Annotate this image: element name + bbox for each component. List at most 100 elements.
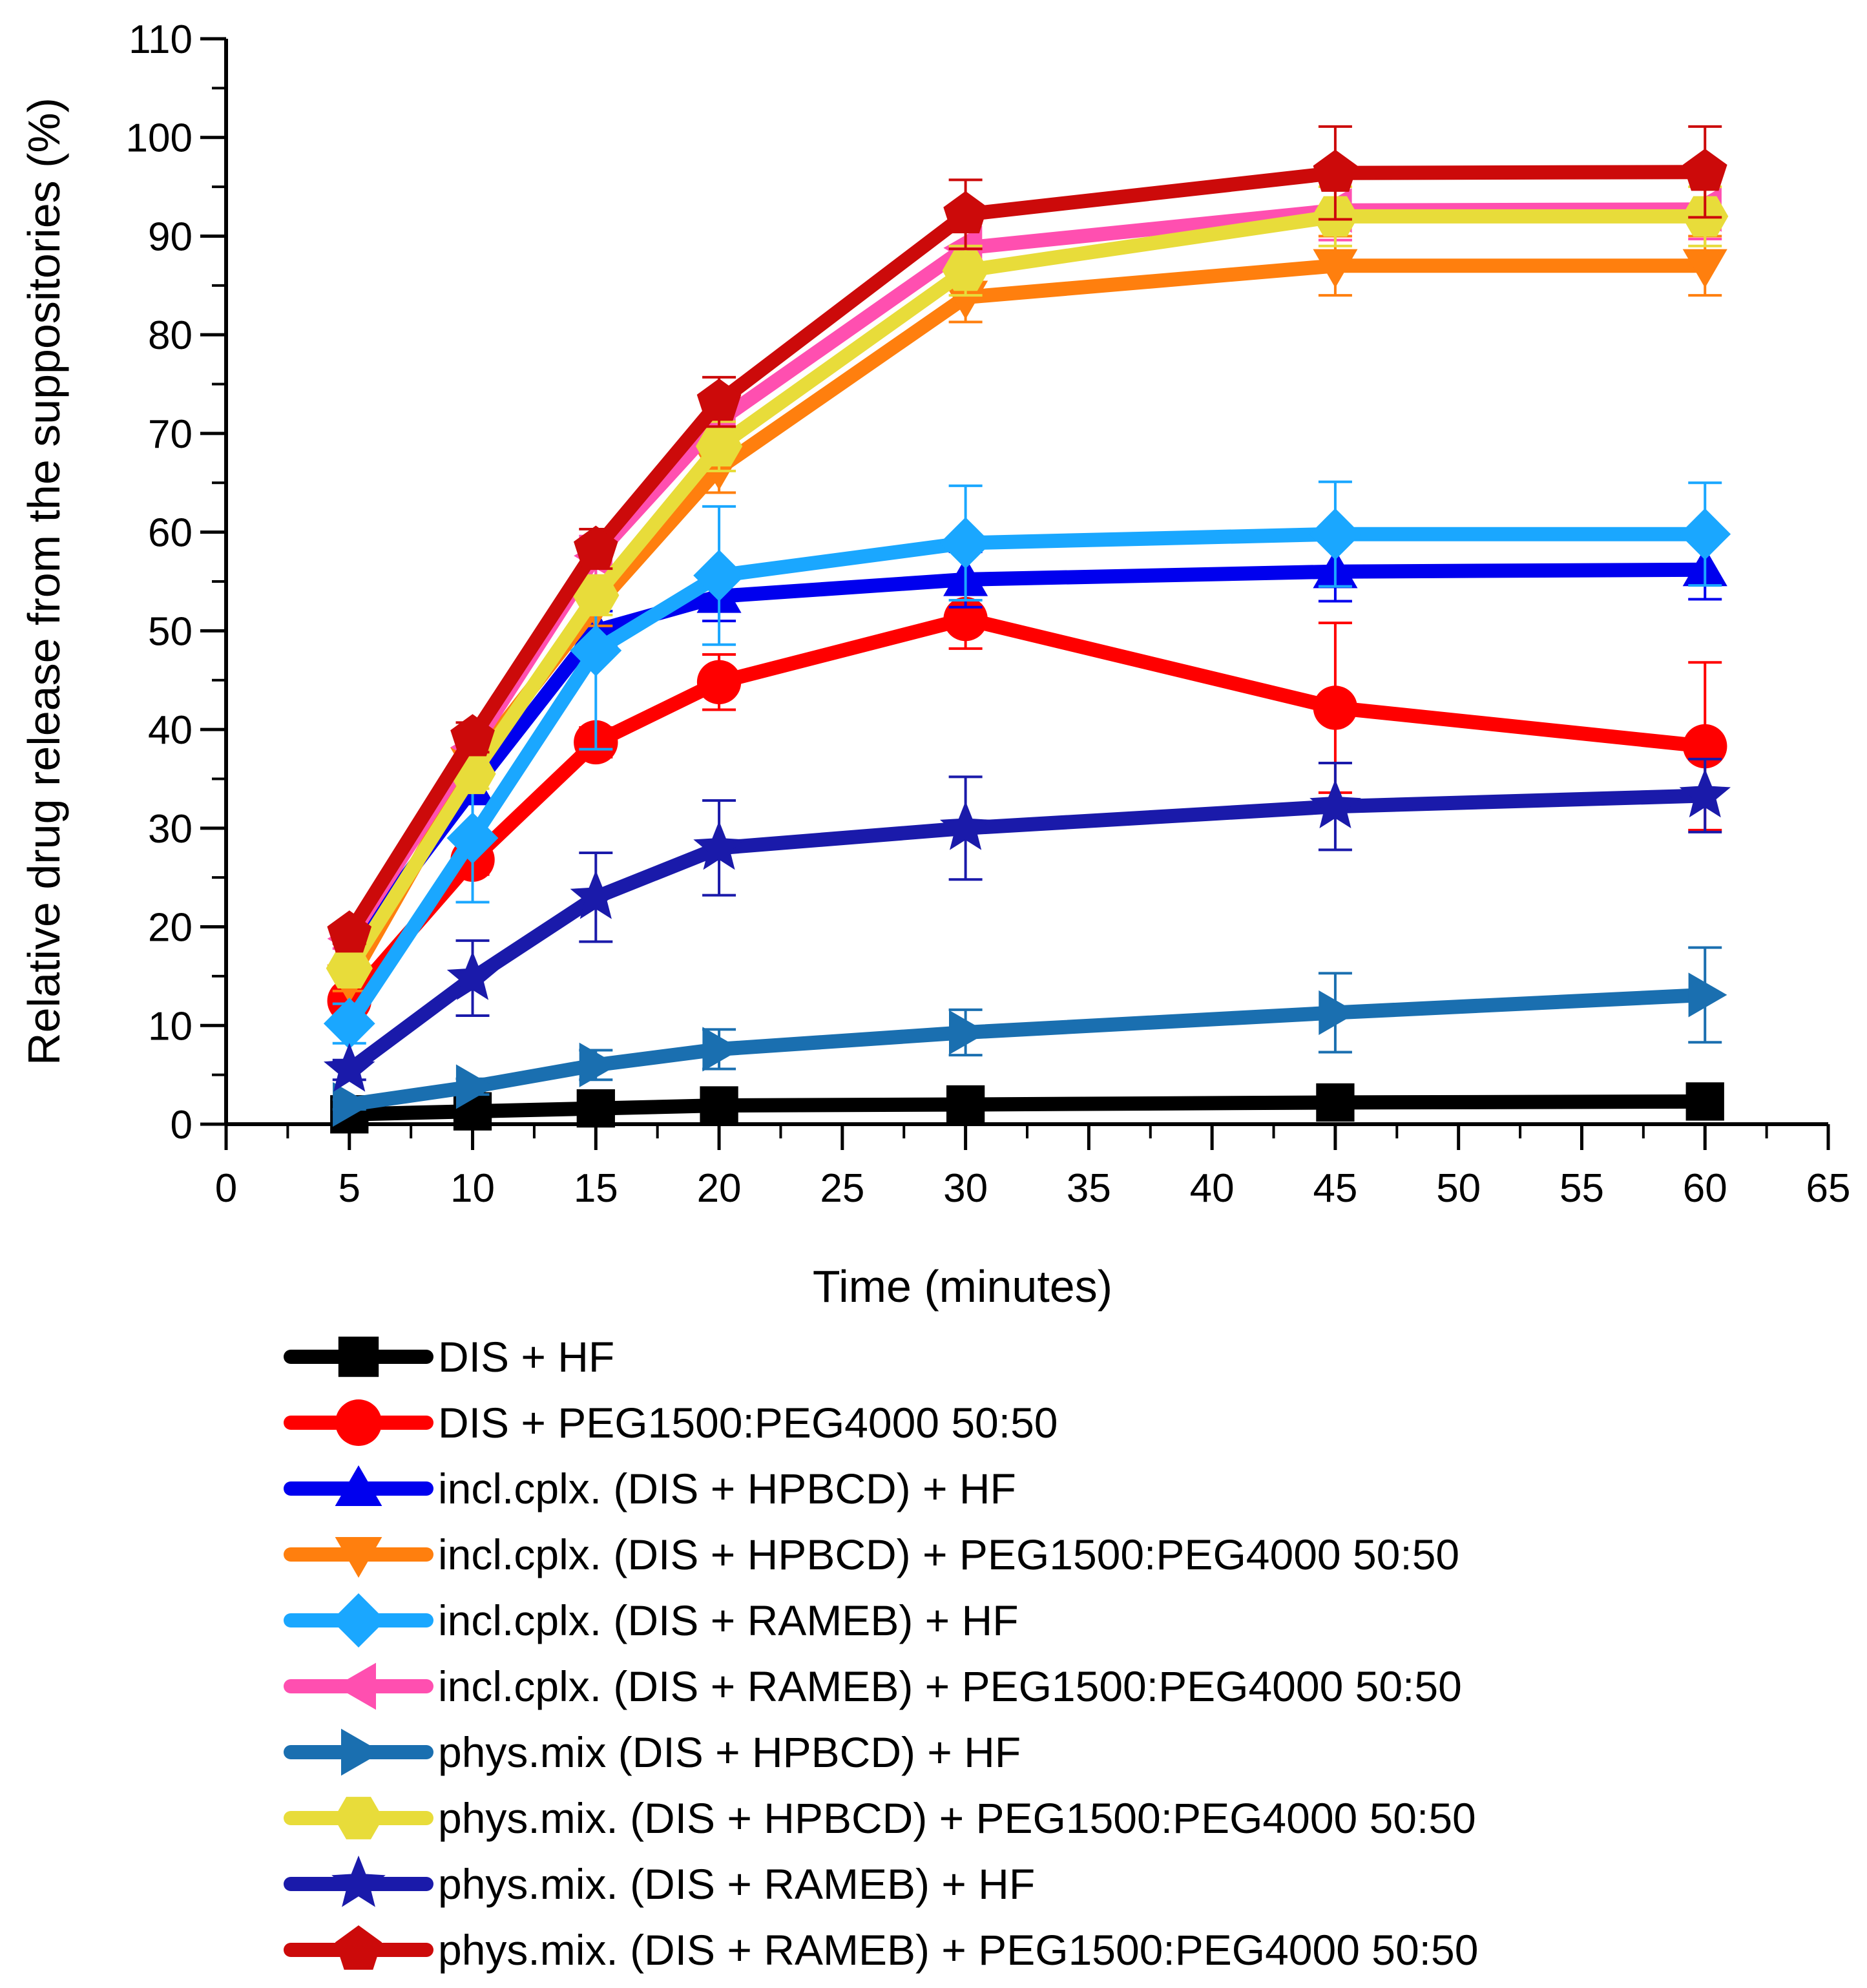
x-tick-label: 55 <box>1559 1166 1604 1211</box>
legend-marker <box>335 1925 382 1970</box>
data-point <box>572 575 620 616</box>
data-point <box>942 250 989 291</box>
data-point <box>455 1064 495 1109</box>
legend-marker <box>331 1856 386 1907</box>
series-1 <box>330 1082 1724 1134</box>
data-point <box>693 821 745 870</box>
data-point <box>939 517 992 569</box>
y-tick-label: 80 <box>148 313 193 358</box>
data-point <box>570 625 622 676</box>
data-point <box>943 191 988 234</box>
data-point <box>1679 508 1731 560</box>
series-10 <box>327 125 1727 953</box>
data-point <box>949 1010 988 1055</box>
x-axis-label: Time (minutes) <box>813 1261 1112 1312</box>
data-point <box>1685 1082 1724 1121</box>
legend-marker <box>334 1797 383 1839</box>
y-tick-label: 90 <box>148 214 193 259</box>
x-tick-label: 20 <box>697 1166 742 1211</box>
data-point <box>323 998 375 1050</box>
legend-marker <box>341 1728 382 1776</box>
x-tick-label: 45 <box>1313 1166 1357 1211</box>
data-point <box>1319 990 1358 1035</box>
data-point <box>1316 1083 1355 1122</box>
y-tick-label: 30 <box>148 807 193 852</box>
data-point <box>702 1027 742 1072</box>
data-point <box>1309 508 1361 560</box>
legend-item: phys.mix. (DIS + RAMEB) + PEG1500:PEG400… <box>284 1925 1478 1974</box>
legend-marker <box>338 1336 379 1377</box>
x-tick-label: 50 <box>1436 1166 1481 1211</box>
x-tick-label: 10 <box>450 1166 495 1211</box>
data-point <box>1682 249 1727 288</box>
legend-marker <box>335 1399 382 1446</box>
y-tick-label: 70 <box>148 412 193 457</box>
data-point <box>1688 972 1727 1018</box>
legend-item: phys.mix. (DIS + HPBCD) + PEG1500:PEG400… <box>284 1794 1476 1842</box>
series-9 <box>324 757 1731 1092</box>
data-point <box>946 1085 985 1124</box>
legend-label: DIS + HF <box>438 1333 614 1381</box>
x-tick-label: 5 <box>339 1166 360 1211</box>
x-tick-label: 65 <box>1806 1166 1851 1211</box>
series-7 <box>332 946 1727 1127</box>
x-tick-label: 30 <box>943 1166 988 1211</box>
data-point <box>696 378 742 421</box>
data-point <box>446 812 499 864</box>
data-point <box>939 801 992 850</box>
series-line <box>342 987 1713 1112</box>
data-point <box>1313 149 1358 192</box>
legend-item: incl.cplx. (DIS + RAMEB) + HF <box>284 1593 1019 1648</box>
x-tick-label: 40 <box>1190 1166 1235 1211</box>
data-point <box>1313 685 1358 730</box>
legend-item: DIS + PEG1500:PEG4000 50:50 <box>284 1399 1058 1447</box>
legend-item: incl.cplx. (DIS + RAMEB) + PEG1500:PEG40… <box>284 1662 1462 1710</box>
y-tick-label: 110 <box>129 17 193 62</box>
legend-label: phys.mix. (DIS + HPBCD) + PEG1500:PEG400… <box>438 1794 1476 1842</box>
x-tick-label: 35 <box>1067 1166 1111 1211</box>
legend-label: phys.mix. (DIS + RAMEB) + HF <box>438 1860 1035 1908</box>
legend-marker <box>331 1593 386 1648</box>
series-3 <box>327 538 1727 968</box>
legend-marker <box>335 1465 382 1506</box>
data-point <box>696 426 743 466</box>
data-point <box>1679 768 1731 818</box>
data-point <box>326 948 373 989</box>
legend-label: phys.mix. (DIS + RAMEB) + PEG1500:PEG400… <box>438 1926 1478 1974</box>
legend-label: DIS + PEG1500:PEG4000 50:50 <box>438 1399 1058 1447</box>
series-line <box>342 1094 1713 1122</box>
series-8 <box>326 185 1729 989</box>
data-point <box>579 1042 618 1087</box>
data-point <box>1313 249 1358 288</box>
x-tick-label: 60 <box>1683 1166 1727 1211</box>
y-axis-label: Relative drug release from the supposito… <box>19 98 69 1065</box>
y-tick-label: 40 <box>148 708 193 753</box>
y-tick-label: 60 <box>148 511 193 556</box>
y-tick-label: 0 <box>171 1103 193 1147</box>
data-point <box>333 1082 371 1127</box>
data-point <box>446 951 499 1000</box>
data-point <box>576 1089 615 1128</box>
data-point <box>696 660 742 704</box>
data-point <box>574 525 618 568</box>
legend-item: incl.cplx. (DIS + HPBCD) + HF <box>284 1465 1016 1512</box>
data-point <box>1309 779 1361 828</box>
y-tick-label: 20 <box>148 906 193 950</box>
legend-label: incl.cplx. (DIS + RAMEB) + HF <box>438 1596 1019 1644</box>
legend-label: incl.cplx. (DIS + HPBCD) + PEG1500:PEG40… <box>438 1531 1459 1578</box>
chart-legend: DIS + HF DIS + PEG1500:PEG4000 50:50 incl.… <box>284 1333 1478 1974</box>
legend-label: incl.cplx. (DIS + HPBCD) + HF <box>438 1465 1016 1512</box>
legend-label: incl.cplx. (DIS + RAMEB) + PEG1500:PEG40… <box>438 1662 1462 1710</box>
y-tick-label: 10 <box>148 1004 193 1049</box>
y-tick-label: 50 <box>148 609 193 654</box>
data-point <box>570 870 622 919</box>
y-tick-label: 100 <box>126 116 193 161</box>
data-point <box>700 1086 738 1125</box>
series-4 <box>327 235 1727 1003</box>
data-point <box>324 1043 375 1092</box>
data-point <box>693 549 745 602</box>
series-line <box>342 209 1713 976</box>
x-tick-label: 25 <box>820 1166 864 1211</box>
data-point <box>327 910 372 953</box>
